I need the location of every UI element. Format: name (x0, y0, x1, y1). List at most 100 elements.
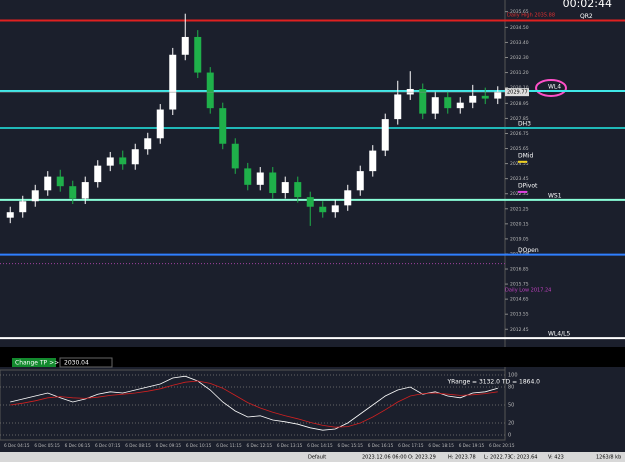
marker-label: DMid (518, 152, 533, 159)
candle-body (206, 72, 214, 109)
price-tick-label: 2031.20 (510, 70, 529, 76)
marker (518, 160, 527, 163)
time-label: 6 Dec 12:15 (247, 443, 273, 448)
osc-tick-label: 50 (508, 403, 514, 409)
daily-low-label: Daily Low 2017.24 (505, 288, 551, 294)
tp-input[interactable] (59, 357, 113, 368)
clock: 00:02:44 (563, 0, 612, 10)
candle-body (181, 36, 189, 55)
price-tick-label: 2035.65 (510, 9, 529, 15)
osc-tick-label: 80 (508, 385, 514, 391)
price-tick-label: 2030.10 (510, 85, 529, 91)
level-label: QR2 (580, 13, 593, 20)
candle-body (369, 150, 377, 172)
status-item: Default (308, 455, 326, 461)
time-label: 6 Dec 09:15 (156, 443, 182, 448)
marker (518, 190, 527, 193)
price-tick-label: 2024.55 (510, 161, 529, 167)
current-price-box (505, 88, 529, 97)
oscillator-title: YRange = 3132.0 TD = 1864.0 (446, 379, 540, 386)
candle-body (69, 186, 77, 199)
current-price-label: 2029.77 (507, 90, 528, 96)
candle-body (344, 190, 352, 206)
price-tick-label: 2019.05 (510, 236, 529, 242)
time-label: 6 Dec 14:15 (307, 443, 333, 448)
candle-body (494, 91, 502, 99)
price-tick-label: 2014.65 (510, 297, 529, 303)
time-label: 6 Dec 20:15 (489, 443, 515, 448)
tp-value[interactable]: 2030.04 (64, 360, 89, 367)
candle-body (81, 182, 89, 199)
status-item: C: 2023.64 (510, 455, 537, 461)
status-item: O: 2023.29 (408, 455, 436, 461)
candle-body (331, 205, 339, 213)
candle-body (56, 176, 64, 187)
status-item: V: 423 (548, 455, 564, 461)
time-label: 6 Dec 05:15 (34, 443, 60, 448)
status-item: 1263/8 kb (596, 455, 621, 461)
candle-body (119, 157, 127, 165)
candle-body (6, 212, 14, 218)
candle-body (106, 157, 114, 166)
osc-line (10, 375, 498, 431)
candle-body (219, 108, 227, 144)
time-label: 6 Dec 08:15 (125, 443, 151, 448)
candle-body (394, 94, 402, 120)
candle-body (19, 201, 27, 213)
candle-body (319, 206, 327, 213)
marker-label: DPivot (518, 182, 538, 189)
level-label: DOpen (518, 247, 539, 254)
price-tick-label: 2022.35 (510, 191, 529, 197)
candle-body (419, 88, 427, 114)
price-tick-label: 2025.65 (510, 146, 529, 152)
time-label: 6 Dec 19:15 (459, 443, 485, 448)
candle-body (306, 197, 314, 207)
time-label: 6 Dec 07:15 (95, 443, 121, 448)
price-tick-label: 2013.55 (510, 312, 529, 318)
candle-body (244, 168, 252, 185)
candle-body (356, 171, 364, 191)
price-tick-label: 2012.45 (510, 327, 529, 333)
level-label: DH3 (518, 121, 531, 128)
daily-high-label: Daily High 2035.88 (507, 13, 555, 19)
osc-line (10, 380, 498, 428)
annotation-circle (535, 79, 567, 97)
time-label: 6 Dec 16:15 (368, 443, 394, 448)
candle-body (94, 165, 102, 183)
time-label: 6 Dec 17:15 (398, 443, 424, 448)
price-tick-label: 2026.75 (510, 131, 529, 137)
price-tick-label: 2027.85 (510, 116, 529, 122)
candle-body (281, 182, 289, 194)
price-tick-label: 2023.45 (510, 176, 529, 182)
price-tick-label: 2032.30 (510, 55, 529, 61)
time-label: 6 Dec 06:15 (65, 443, 91, 448)
price-tick-label: 2021.25 (510, 206, 529, 212)
candle-body (44, 176, 52, 191)
candle-body (144, 138, 152, 150)
time-label: 6 Dec 18:15 (428, 443, 454, 448)
candle-body (256, 172, 264, 185)
candle-body (444, 97, 452, 109)
price-tick-label: 2020.15 (510, 221, 529, 227)
candle-body (169, 54, 177, 110)
candle-body (294, 182, 302, 198)
level-label: WS1 (548, 192, 562, 199)
candle-body (231, 143, 239, 169)
price-tick-label: 2034.50 (510, 25, 529, 31)
status-item: H: 2023.78 (448, 455, 476, 461)
osc-tick-label: 20 (508, 421, 514, 427)
candle-body (481, 95, 489, 99)
level-label: WL4 (548, 84, 561, 91)
change-tp-button[interactable] (12, 358, 56, 367)
candle-body (156, 109, 164, 139)
candle-body (431, 97, 439, 114)
time-label: 6 Dec 13:15 (277, 443, 303, 448)
candle-body (31, 190, 39, 202)
price-tick-label: 2033.40 (510, 40, 529, 46)
status-item: 2023.12.06 06:00 (362, 455, 407, 461)
osc-tick-label: 100 (508, 373, 518, 379)
candle-body (269, 172, 277, 194)
change-tp-text[interactable]: Change TP >> (15, 360, 59, 367)
candle-body (406, 88, 414, 95)
